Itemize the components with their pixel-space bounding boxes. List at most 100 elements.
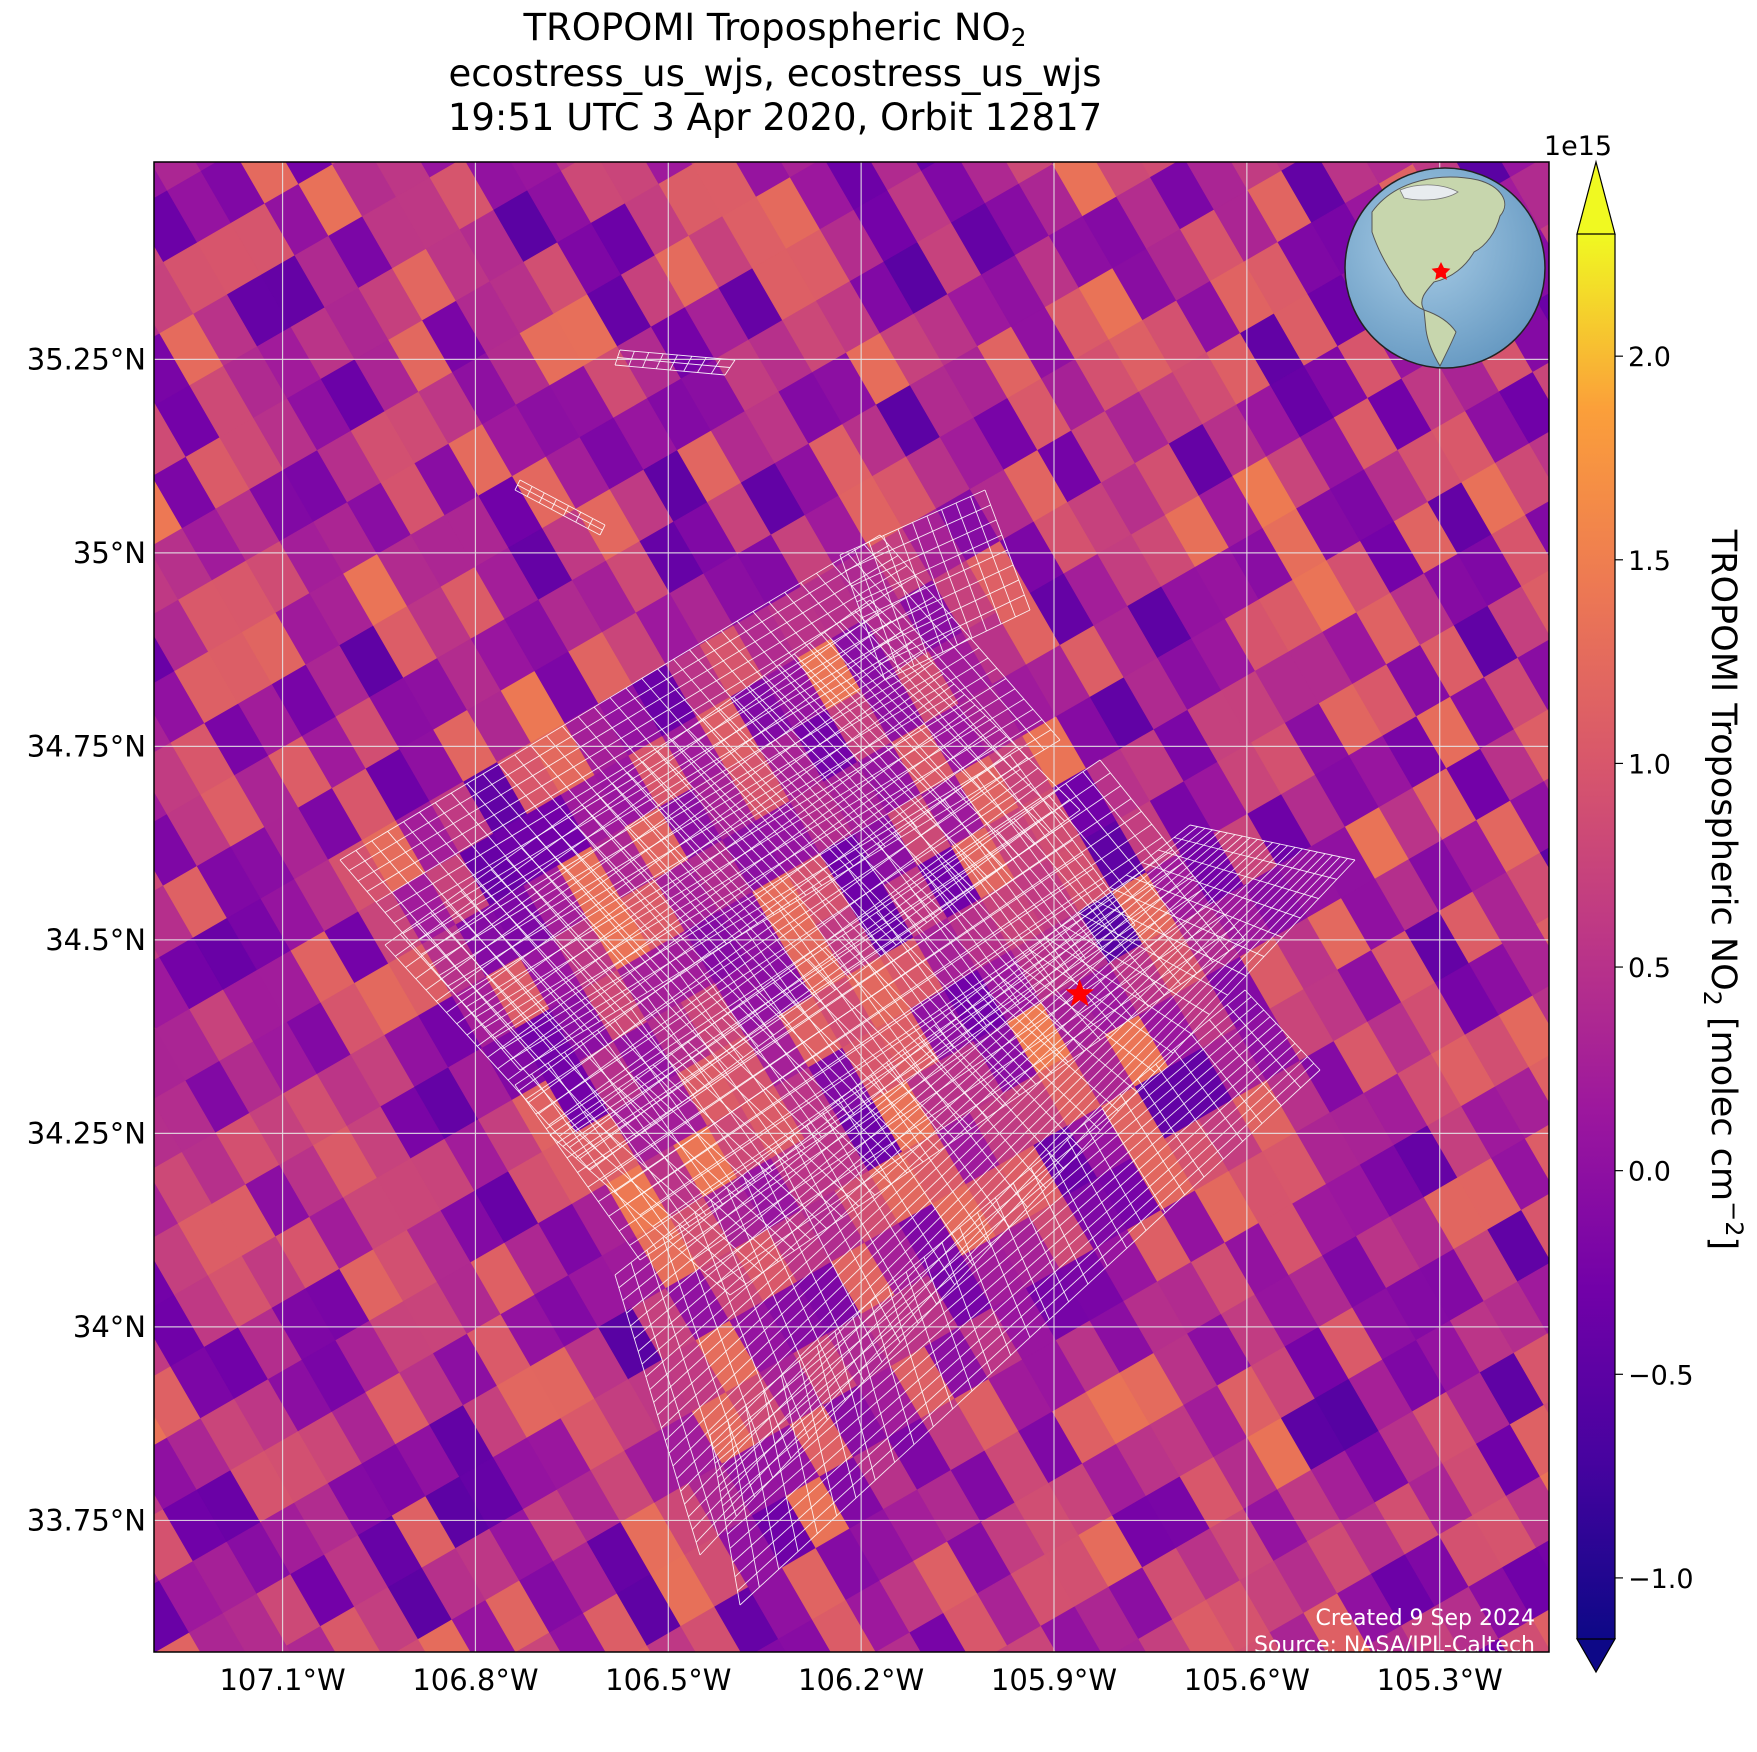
no2-pixel [1505,1476,1549,1549]
no2-pixel [451,1599,517,1652]
no2-pixel [1524,1124,1549,1181]
colorbar-multiplier: 1e15 [1544,131,1612,162]
no2-pixel [1057,73,1121,144]
no2-pixel [155,1632,201,1652]
map-axes: 107.1°W 106.8°W 106.5°W 106.2°W 105.9°W 105.6… [27,161,1550,1697]
no2-pixel [1521,1193,1549,1259]
no2-pixel [610,1717,674,1752]
no2-pixel [1593,1704,1657,1752]
no2-pixel [1642,1399,1706,1470]
footprint-mesh [339,534,1061,1071]
no2-pixel [635,1645,652,1652]
no2-pixel [1608,171,1672,242]
no2-pixel [1528,431,1549,479]
no2-pixel [351,1659,415,1731]
no2-pixel [730,54,794,126]
no2-pixel [1494,1066,1549,1140]
footprint-mesh [614,824,1356,1556]
no2-pixel [1501,162,1538,178]
no2-pixel [1642,151,1706,222]
y-tick-label: 33.75°N [27,1503,146,1537]
no2-pixel [1286,80,1350,152]
no2-pixel [1646,80,1710,152]
no2-pixel [205,80,269,151]
no2-pixel [1638,223,1702,295]
no2-pixel [1509,780,1549,854]
no2-pixel [1417,73,1481,144]
no2-pixel [690,162,698,165]
no2-pixel [1141,162,1178,178]
colorbar-max-extend [1576,159,1616,235]
no2-pixel [70,782,134,854]
no2-pixel [1608,794,1672,866]
no2-pixel [81,567,145,639]
no2-pixel [1115,1638,1147,1652]
no2-pixel [415,1691,479,1752]
no2-pixel [1513,709,1549,782]
no2-pixel [1559,1723,1623,1752]
no2-pixel [1491,514,1549,587]
no2-pixel [370,54,434,126]
inset-site-marker [1431,262,1451,280]
no2-pixel [88,1048,152,1119]
no2-pixel [794,87,858,158]
no2-pixel [1487,586,1549,659]
no2-pixel [1548,67,1612,139]
no2-pixel [1502,923,1549,997]
no2-pixel [1233,1704,1297,1752]
no2-pixel [696,74,760,146]
no2-pixel [88,1672,152,1744]
no2-pixel [1532,1609,1549,1649]
no2-pixel [1006,1625,1057,1652]
central-america-shape [1423,309,1457,368]
no2-pixel [330,162,338,166]
no2-pixel [73,1334,137,1406]
no2-pixel [828,67,892,138]
no2-pixel [925,80,989,151]
no2-pixel [1498,1618,1549,1652]
no2-pixel [909,1612,967,1652]
no2-pixel [1498,995,1549,1068]
no2-pixel-grid [69,54,1710,1752]
colorbar-tick-label: −0.5 [1628,1360,1694,1391]
no2-pixel [680,1606,742,1652]
no2-pixel [1475,1638,1507,1652]
colorbar-tick-label: 1.0 [1628,749,1671,780]
no2-pixel [195,162,218,172]
no2-pixel [811,1599,877,1652]
no2-pixel [1616,651,1680,722]
no2-pixel [81,1191,145,1262]
credits: Created 9 Sep 2024 Source: NASA/JPL-Calt… [1254,1606,1535,1658]
footprint-mesh [614,349,736,376]
no2-pixel [74,87,138,159]
no2-pixel [1367,1625,1417,1652]
no2-pixel [1536,916,1549,947]
no2-pixel [249,1717,313,1752]
no2-pixel [69,1406,133,1477]
no2-pixel [154,1024,157,1031]
chart-date-orbit: 19:51 UTC 3 Apr 2020, Orbit 12817 [447,96,1103,139]
no2-pixel [875,1632,922,1652]
no2-pixel [1510,162,1549,230]
north-america-shape [1371,176,1506,312]
no2-pixel [1319,60,1383,132]
y-tick-label: 34.5°N [45,923,146,957]
no2-pixel [1269,1612,1327,1652]
colorbar-min-extend [1575,1638,1617,1674]
no2-pixel [275,1645,291,1652]
no2-pixel [1428,1730,1492,1752]
no2-pixel [1543,1401,1549,1415]
no2-pixel [995,1645,1012,1652]
no2-pixel [434,87,498,158]
no2-pixel [1543,778,1549,791]
no2-pixel [1138,1619,1192,1652]
no2-pixel [1608,1418,1672,1489]
no2-pixel [155,1651,156,1652]
no2-pixel [1330,1717,1394,1752]
no2-pixel [1619,580,1683,652]
no2-pixel [1506,852,1549,925]
y-tick-label: 34.75°N [27,729,146,763]
no2-pixel [283,1698,347,1752]
no2-pixel [1004,1698,1068,1752]
x-tick-label: 106.8°W [412,1663,538,1697]
